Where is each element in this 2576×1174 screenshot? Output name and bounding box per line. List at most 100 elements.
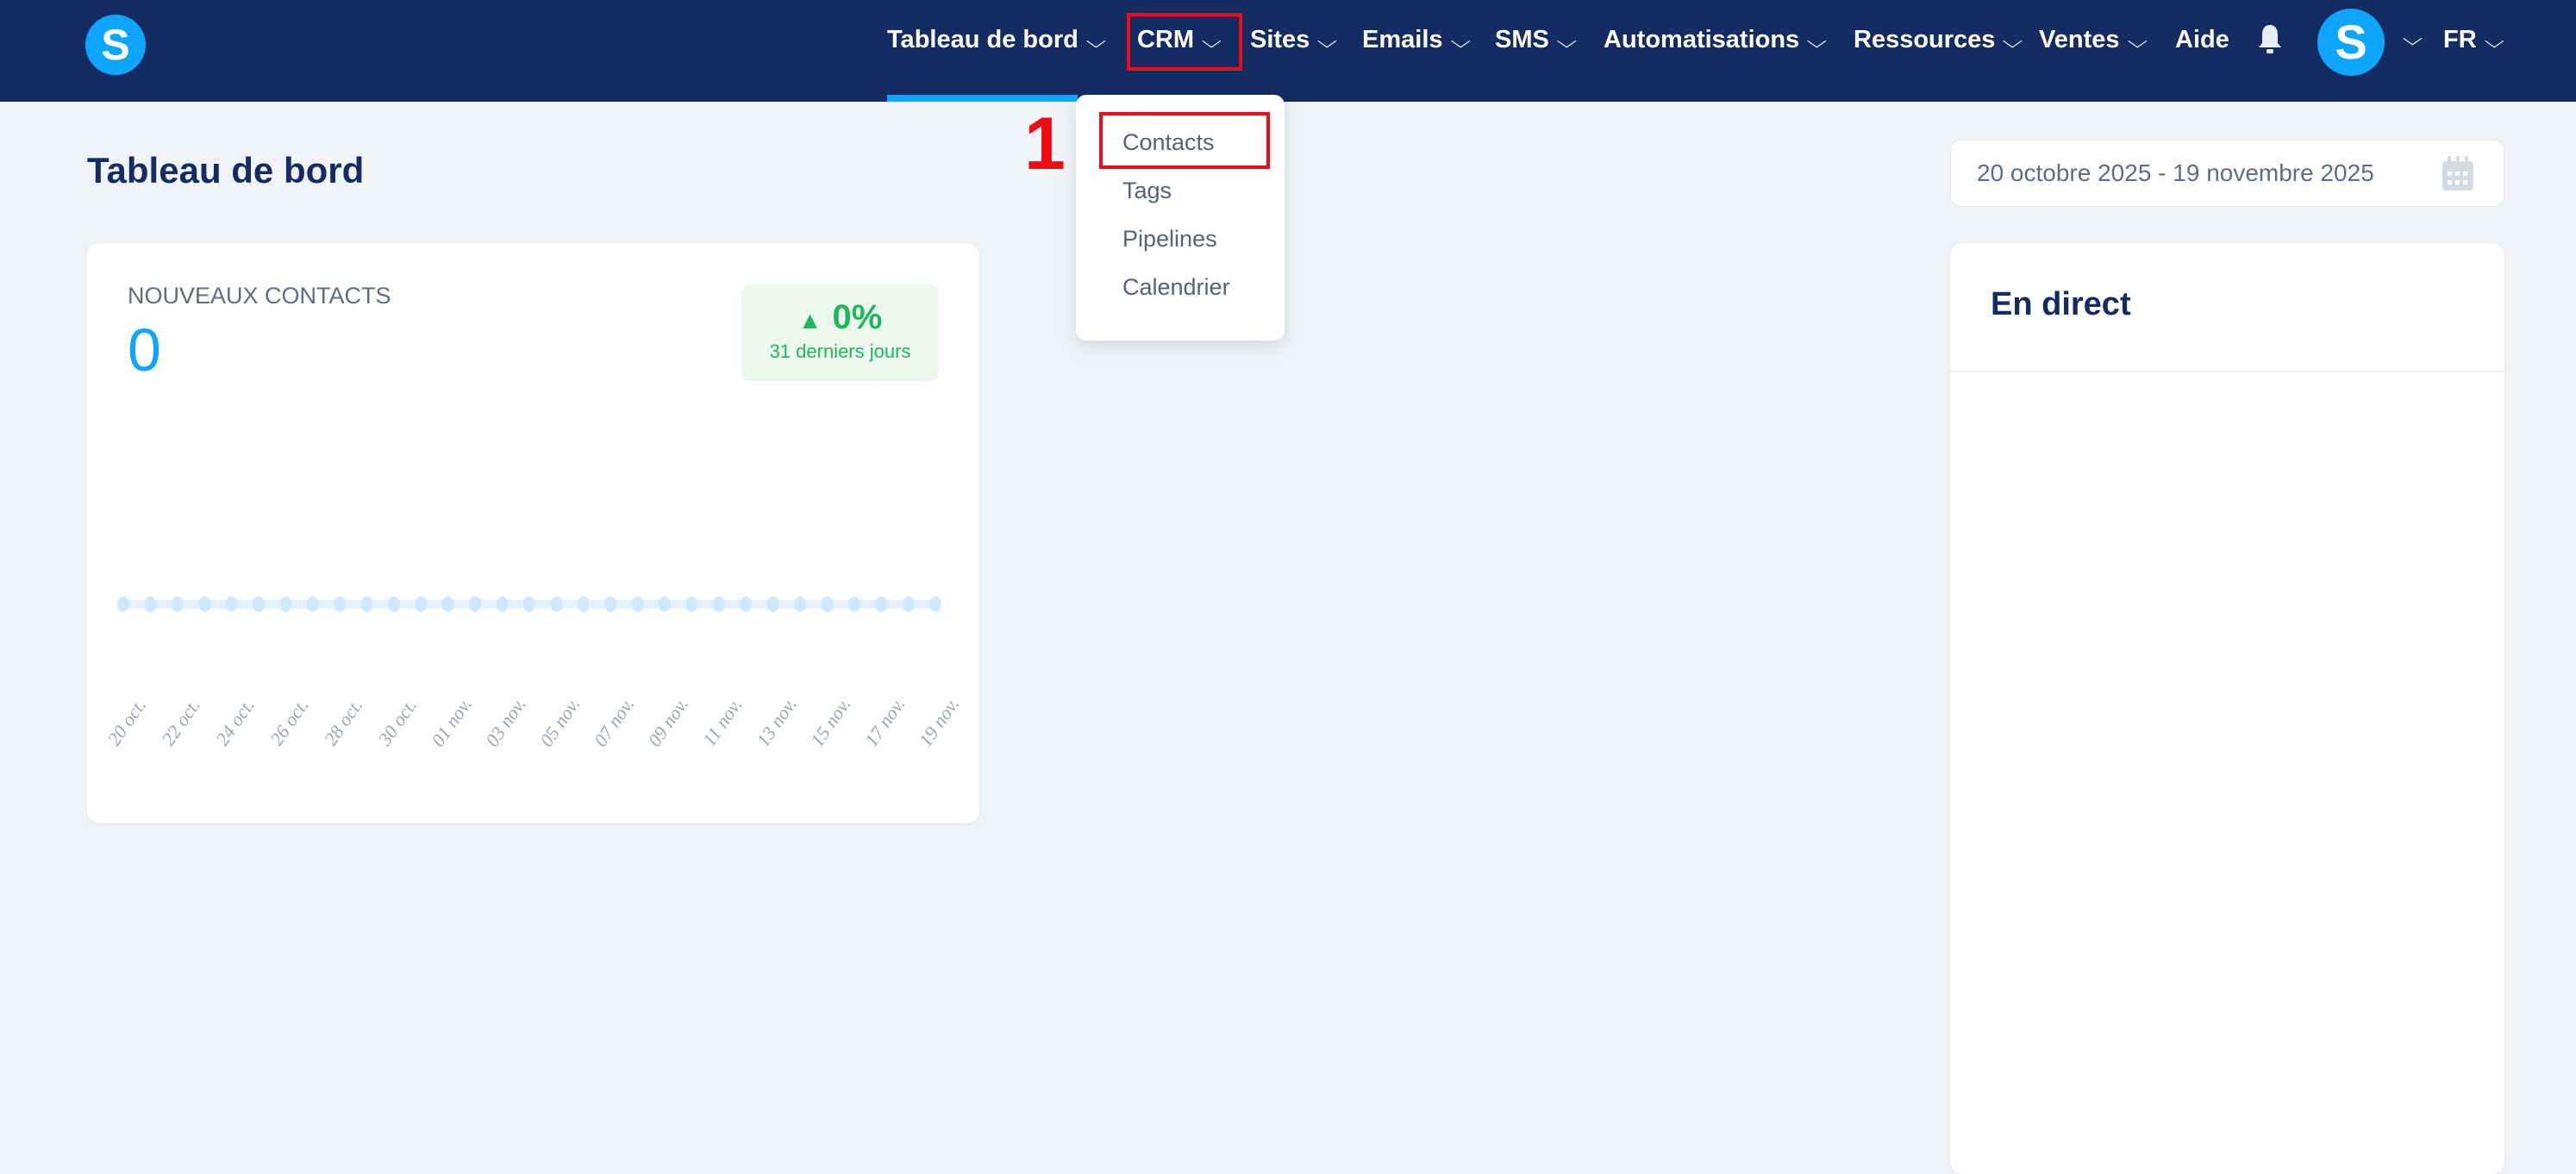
nav-item-label: SMS (1495, 26, 1549, 53)
x-tick-label: 30 oct. (373, 695, 421, 750)
chevron-down-icon: ⌵ (1085, 30, 1106, 52)
data-point[interactable] (306, 596, 319, 612)
data-point[interactable] (847, 596, 860, 612)
nav-item-label: Ventes (2039, 26, 2120, 53)
data-point[interactable] (712, 596, 725, 612)
nav-item-label: Automatisations (1604, 26, 1800, 53)
x-tick-label: 07 nov. (590, 694, 639, 751)
menu-item-calendrier[interactable]: Calendrier (1122, 274, 1230, 300)
chevron-down-icon: ⌵ (1316, 30, 1338, 52)
contacts-count: 0 (128, 316, 161, 384)
x-tick-label: 28 oct. (320, 695, 367, 749)
nav-item-emails[interactable]: Emails ⌵ (1362, 26, 1471, 54)
data-point[interactable] (198, 596, 211, 612)
date-range-text: 20 octobre 2025 - 19 novembre 2025 (1977, 159, 2374, 186)
active-tab-indicator (887, 95, 1078, 102)
chevron-down-icon: ⌵ (1556, 30, 1577, 52)
top-nav: S Tableau de bord ⌵ CRM ⌵ Sites ⌵ Emails ⌵ SMS ⌵ A… (0, 0, 2576, 102)
data-point[interactable] (360, 596, 373, 612)
chevron-down-icon: ⌵ (2003, 30, 2023, 52)
data-point[interactable] (902, 596, 915, 612)
language-selector[interactable]: FR ⌵ (2443, 26, 2504, 53)
x-tick-label: 17 nov. (860, 694, 910, 751)
x-tick-label: 13 nov. (752, 694, 801, 751)
avatar-menu-chevron[interactable]: ⌵ (2402, 28, 2423, 49)
nav-item-sites[interactable]: Sites ⌵ (1250, 26, 1338, 54)
data-point[interactable] (144, 596, 157, 612)
live-card: En direct (1950, 243, 2504, 1174)
live-title: En direct (1991, 286, 2131, 322)
annotation-highlight-crm (1127, 13, 1242, 71)
annotation-step-number: 1 (1024, 103, 1066, 185)
logo[interactable]: S (85, 15, 146, 75)
nav-item-automatisations[interactable]: Automatisations ⌵ (1604, 26, 1828, 54)
x-tick-label: 24 oct. (211, 695, 259, 749)
user-avatar[interactable]: S (2317, 9, 2385, 76)
data-point[interactable] (225, 596, 238, 612)
x-tick-label: 11 nov. (698, 694, 747, 750)
menu-item-contacts[interactable]: Contacts (1122, 129, 1215, 155)
page-title: Tableau de bord (87, 150, 365, 190)
data-point[interactable] (469, 596, 482, 612)
data-point[interactable] (171, 596, 184, 612)
contacts-line-chart: 20 oct. 22 oct. 24 oct. 26 oct. 28 oct. 30 oc… (103, 596, 963, 751)
nav-item-ventes[interactable]: Ventes ⌵ (2039, 26, 2148, 54)
nav-item-crm[interactable]: CRM ⌵ (1137, 26, 1222, 54)
data-point[interactable] (523, 596, 535, 612)
nav-item-ressources[interactable]: Ressources ⌵ (1854, 26, 2023, 54)
menu-item-tags[interactable]: Tags (1122, 178, 1172, 203)
x-tick-label: 20 oct. (103, 695, 150, 749)
chevron-down-icon: ⌵ (1201, 30, 1222, 52)
data-point[interactable] (253, 596, 265, 612)
divider (1950, 371, 2504, 372)
change-percent: 0% (832, 298, 883, 336)
data-point[interactable] (388, 596, 400, 612)
data-point[interactable] (766, 596, 779, 612)
x-tick-label: 05 nov. (535, 694, 585, 751)
data-point[interactable] (659, 596, 671, 612)
change-period: 31 derniers jours (769, 340, 911, 362)
date-range-picker[interactable]: 20 octobre 2025 - 19 novembre 2025 (1950, 140, 2504, 207)
data-point[interactable] (740, 596, 753, 612)
data-point[interactable] (577, 596, 590, 612)
nav-item-tableau-de-bord[interactable]: Tableau de bord ⌵ (887, 26, 1106, 54)
chevron-down-icon: ⌵ (2127, 30, 2148, 52)
data-point[interactable] (821, 596, 834, 612)
annotation-highlight-contacts (1099, 112, 1270, 169)
bell-icon[interactable] (2256, 22, 2284, 57)
nav-item-label: Tableau de bord (887, 26, 1079, 53)
menu-item-pipelines[interactable]: Pipelines (1122, 226, 1217, 252)
data-point[interactable] (929, 596, 941, 612)
data-point[interactable] (550, 596, 563, 612)
data-point[interactable] (496, 596, 509, 612)
nav-item-aide[interactable]: Aide (2175, 26, 2229, 54)
chevron-down-icon: ⌵ (1450, 30, 1471, 52)
crm-dropdown-menu: Contacts Tags Pipelines Calendrier (1076, 95, 1285, 340)
data-point[interactable] (334, 596, 347, 612)
data-point[interactable] (685, 596, 698, 612)
x-tick-label: 26 oct. (266, 695, 313, 749)
data-point[interactable] (117, 596, 129, 612)
data-point[interactable] (875, 596, 888, 612)
nav-item-label: Ressources (1854, 26, 1996, 53)
data-point[interactable] (631, 596, 644, 612)
x-tick-label: 03 nov. (481, 694, 530, 751)
data-point[interactable] (604, 596, 617, 612)
chevron-down-icon: ⌵ (2484, 30, 2504, 52)
card-title: NOUVEAUX CONTACTS (128, 283, 391, 309)
x-tick-label: 22 oct. (157, 695, 204, 749)
nav-item-sms[interactable]: SMS ⌵ (1495, 26, 1577, 54)
nav-item-label: Aide (2175, 26, 2229, 53)
chevron-down-icon: ⌵ (1806, 30, 1828, 52)
data-point[interactable] (415, 596, 428, 612)
data-point[interactable] (794, 596, 806, 612)
new-contacts-card: NOUVEAUX CONTACTS 0 ▲ 0% 31 derniers jour… (87, 243, 979, 823)
x-tick-label: 01 nov. (427, 694, 476, 751)
calendar-icon[interactable] (2441, 156, 2475, 192)
nav-item-label: Emails (1362, 26, 1443, 53)
trend-up-icon: ▲ (797, 307, 822, 334)
data-point[interactable] (441, 596, 454, 612)
data-point[interactable] (279, 596, 292, 612)
change-badge: ▲ 0% 31 derniers jours (741, 284, 939, 381)
nav-item-label: CRM (1137, 26, 1195, 53)
